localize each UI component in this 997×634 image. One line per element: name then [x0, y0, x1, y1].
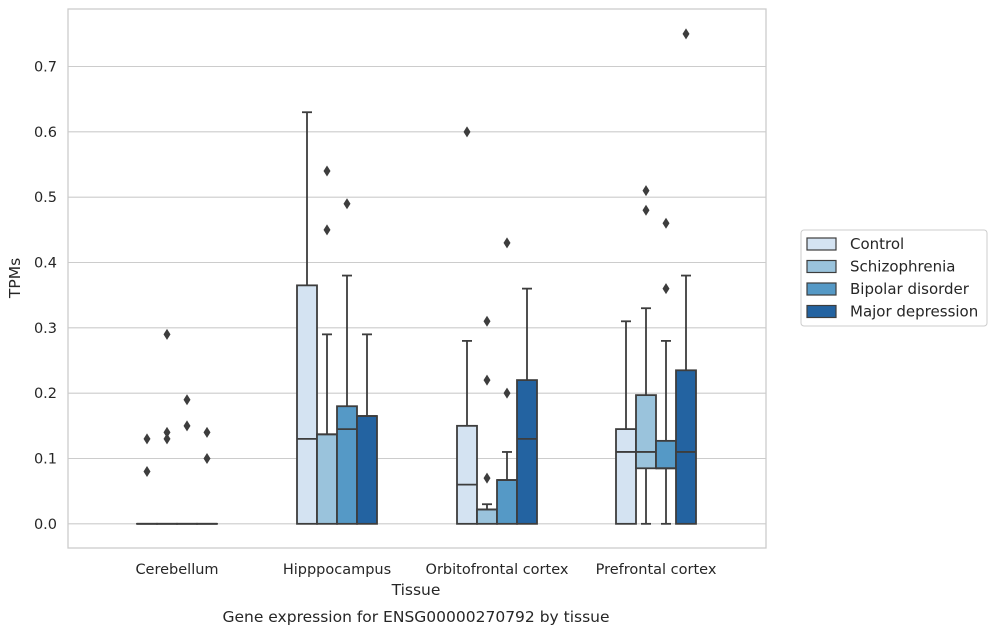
y-tick-label: 0.4: [34, 255, 57, 271]
outlier-point: [463, 126, 471, 138]
box-bipolar-disorder-2: [496, 237, 518, 525]
outlier-point: [163, 426, 171, 438]
outlier-point: [503, 387, 511, 399]
x-tick-label: Hipppocampus: [283, 562, 391, 578]
box-major-depression-2: [516, 287, 538, 525]
box-body: [336, 405, 358, 525]
outlier-point: [143, 466, 151, 478]
box-control-3: [615, 320, 637, 525]
box-major-depression-3: [675, 28, 697, 525]
box-schizophrenia-0: [156, 328, 178, 525]
box-body: [635, 394, 657, 470]
legend-label: Major depression: [850, 303, 978, 321]
box-major-depression-0: [196, 426, 218, 525]
outlier-point: [662, 283, 670, 295]
y-tick-label: 0.7: [34, 59, 57, 75]
y-tick-label: 0.5: [34, 190, 57, 206]
box-major-depression-1: [356, 333, 378, 525]
outlier-point: [163, 433, 171, 445]
outlier-point: [163, 328, 171, 340]
outlier-point: [183, 420, 191, 432]
legend-swatch: [806, 282, 837, 296]
legend-label: Schizophrenia: [850, 258, 955, 276]
box-body: [516, 379, 538, 525]
box-plot-area: [136, 28, 697, 525]
box-body: [296, 284, 318, 525]
y-tick-label: 0.2: [34, 386, 57, 402]
box-schizophrenia-3: [635, 185, 657, 525]
outlier-point: [203, 452, 211, 464]
legend-swatch: [806, 304, 837, 319]
legend-label: Control: [850, 235, 904, 253]
outlier-point: [323, 165, 331, 177]
outlier-point: [323, 224, 331, 236]
x-tick-label: Prefrontal cortex: [596, 562, 717, 578]
y-tick-label: 0.3: [34, 321, 57, 337]
outlier-point: [483, 374, 491, 386]
legend-swatch: [806, 237, 837, 251]
box-schizophrenia-2: [476, 315, 498, 525]
x-tick-label: Cerebellum: [135, 562, 218, 578]
box-body: [655, 439, 677, 470]
outlier-point: [203, 426, 211, 438]
outlier-point: [503, 237, 511, 249]
grid-lines: [68, 65, 766, 525]
box-bipolar-disorder-0: [176, 394, 198, 525]
outlier-point: [642, 185, 650, 197]
legend-box: [800, 229, 988, 327]
box-body: [496, 479, 518, 525]
legend-swatch: [806, 259, 837, 274]
x-axis: Cerebellum Hipppocampus Orbitofrontal cort…: [135, 562, 716, 578]
chart-caption: Gene expression for ENSG00000270792 by t…: [222, 608, 609, 626]
box-body: [476, 508, 498, 525]
outlier-point: [183, 394, 191, 406]
outlier-point: [682, 28, 690, 40]
outlier-point: [483, 315, 491, 327]
box-body: [615, 428, 637, 525]
y-tick-label: 0.6: [34, 125, 57, 141]
y-axis-label: TPMs: [6, 258, 24, 299]
x-axis-label: Tissue: [391, 581, 441, 599]
outlier-point: [642, 204, 650, 216]
outlier-point: [662, 217, 670, 229]
outlier-point: [143, 433, 151, 445]
box-body: [456, 424, 478, 525]
outlier-point: [343, 198, 351, 210]
plot-frame: [67, 8, 767, 549]
y-tick-label: 0.0: [34, 517, 57, 533]
box-bipolar-disorder-1: [336, 198, 358, 525]
box-body: [316, 433, 338, 525]
box-body: [356, 415, 378, 525]
y-tick-label: 0.1: [34, 451, 57, 467]
box-body: [675, 369, 697, 525]
box-bipolar-disorder-3: [655, 217, 677, 525]
y-axis: 0.0 0.1 0.2 0.3 0.4 0.5 0.6 0.7: [34, 59, 57, 532]
box-control-1: [296, 111, 318, 525]
legend-label: Bipolar disorder: [850, 280, 970, 298]
box-control-2: [456, 126, 478, 525]
outlier-point: [483, 472, 491, 484]
box-control-0: [136, 433, 158, 525]
x-tick-label: Orbitofrontal cortex: [426, 562, 569, 578]
legend: Control Schizophrenia Bipolar disorder Majo…: [800, 229, 988, 327]
box-schizophrenia-1: [316, 165, 338, 525]
